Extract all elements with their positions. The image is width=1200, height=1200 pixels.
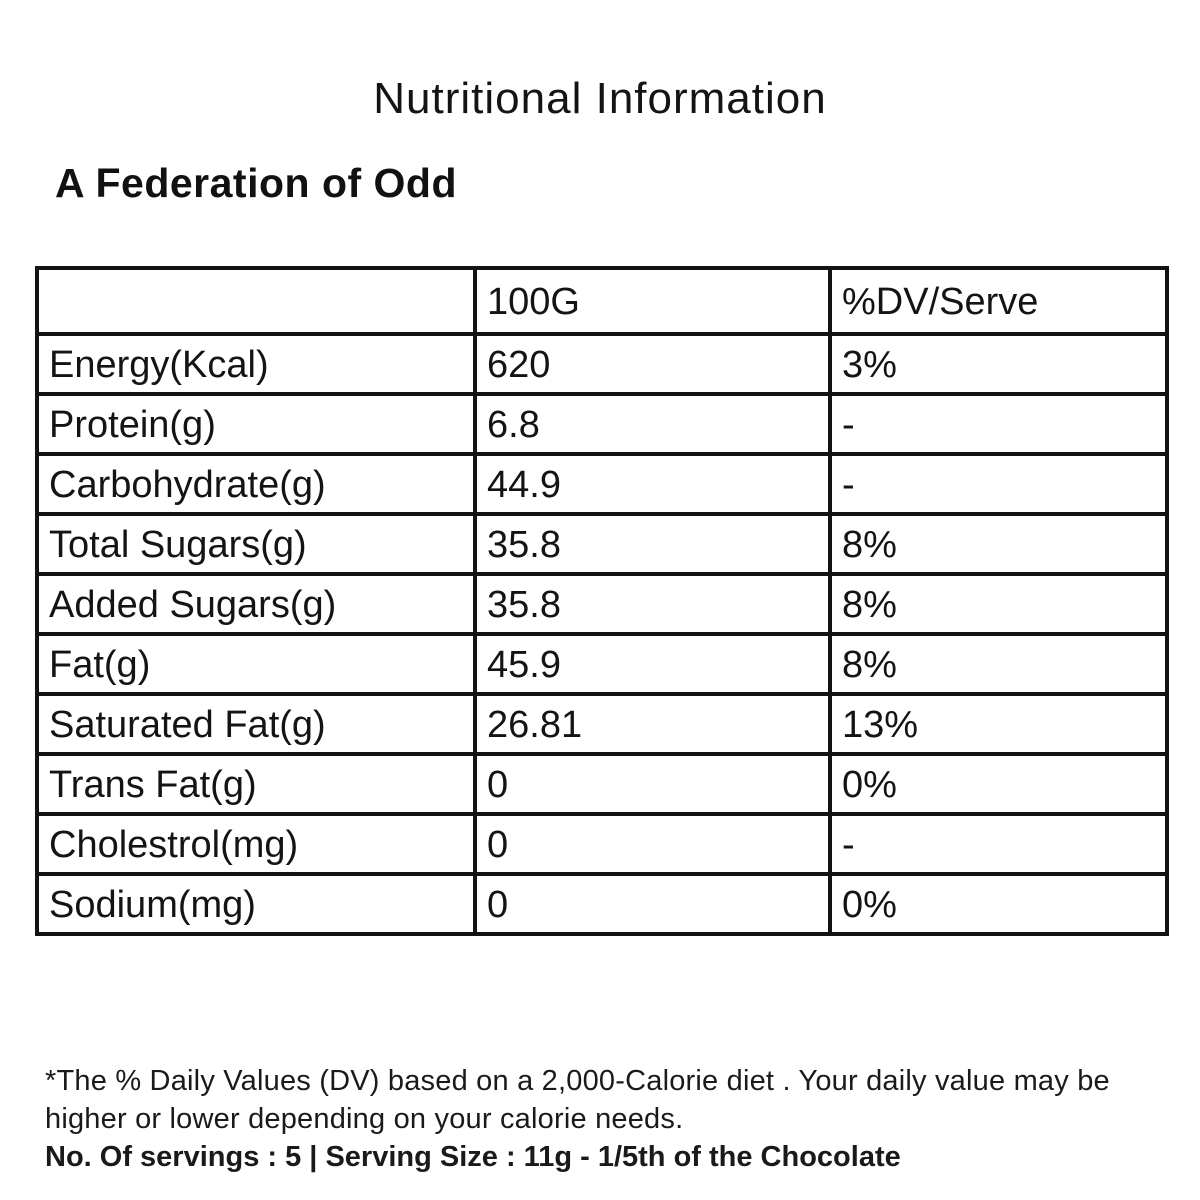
nutrient-per100g-value: 35.8 xyxy=(473,512,832,576)
nutrient-per100g-value: 0 xyxy=(473,752,832,816)
nutrient-label: Trans Fat(g) xyxy=(35,752,477,816)
page-title: Nutritional Information xyxy=(373,74,827,123)
table-header-row: 100G %DV/Serve xyxy=(35,266,1169,336)
table-row: Carbohydrate(g) 44.9 - xyxy=(35,452,1169,516)
nutrient-dv-value: 8% xyxy=(828,572,1169,636)
table-row: Saturated Fat(g) 26.81 13% xyxy=(35,692,1169,756)
nutrient-dv-value: 8% xyxy=(828,632,1169,696)
nutrient-dv-value: - xyxy=(828,452,1169,516)
nutrient-dv-value: 13% xyxy=(828,692,1169,756)
table-row: Cholestrol(mg) 0 - xyxy=(35,812,1169,876)
daily-value-note-line2: higher or lower depending on your calori… xyxy=(45,1103,684,1135)
nutrient-label: Total Sugars(g) xyxy=(35,512,477,576)
table-row: Total Sugars(g) 35.8 8% xyxy=(35,512,1169,576)
nutrient-dv-value: 8% xyxy=(828,512,1169,576)
column-header-dv-per-serve: %DV/Serve xyxy=(828,266,1169,336)
table-row: Added Sugars(g) 35.8 8% xyxy=(35,572,1169,636)
table-row: Protein(g) 6.8 - xyxy=(35,392,1169,456)
table-row: Energy(Kcal) 620 3% xyxy=(35,332,1169,396)
nutrient-per100g-value: 6.8 xyxy=(473,392,832,456)
product-name: A Federation of Odd xyxy=(55,160,458,206)
nutrient-label: Cholestrol(mg) xyxy=(35,812,477,876)
nutrient-dv-value: - xyxy=(828,812,1169,876)
daily-value-note-line1: *The % Daily Values (DV) based on a 2,00… xyxy=(45,1065,1110,1097)
nutrient-label: Sodium(mg) xyxy=(35,872,477,936)
nutrient-label: Protein(g) xyxy=(35,392,477,456)
table-row: Fat(g) 45.9 8% xyxy=(35,632,1169,696)
nutrition-table: 100G %DV/Serve Energy(Kcal) 620 3% Prote… xyxy=(35,266,1169,936)
column-header-nutrient xyxy=(35,266,477,336)
nutrient-label: Carbohydrate(g) xyxy=(35,452,477,516)
nutrient-dv-value: 3% xyxy=(828,332,1169,396)
nutrient-per100g-value: 26.81 xyxy=(473,692,832,756)
nutrient-label: Fat(g) xyxy=(35,632,477,696)
nutrient-dv-value: - xyxy=(828,392,1169,456)
nutrient-per100g-value: 620 xyxy=(473,332,832,396)
nutrient-dv-value: 0% xyxy=(828,752,1169,816)
column-header-per-100g: 100G xyxy=(473,266,832,336)
nutrient-per100g-value: 0 xyxy=(473,812,832,876)
footnotes: *The % Daily Values (DV) based on a 2,00… xyxy=(45,1062,1155,1176)
nutrient-per100g-value: 35.8 xyxy=(473,572,832,636)
table-row: Sodium(mg) 0 0% xyxy=(35,872,1169,936)
nutrient-label: Saturated Fat(g) xyxy=(35,692,477,756)
nutrient-label: Energy(Kcal) xyxy=(35,332,477,396)
nutrient-per100g-value: 44.9 xyxy=(473,452,832,516)
nutrient-per100g-value: 0 xyxy=(473,872,832,936)
servings-note: No. Of servings : 5 | Serving Size : 11g… xyxy=(45,1141,901,1173)
table-row: Trans Fat(g) 0 0% xyxy=(35,752,1169,816)
nutrient-label: Added Sugars(g) xyxy=(35,572,477,636)
nutrient-dv-value: 0% xyxy=(828,872,1169,936)
nutrient-per100g-value: 45.9 xyxy=(473,632,832,696)
